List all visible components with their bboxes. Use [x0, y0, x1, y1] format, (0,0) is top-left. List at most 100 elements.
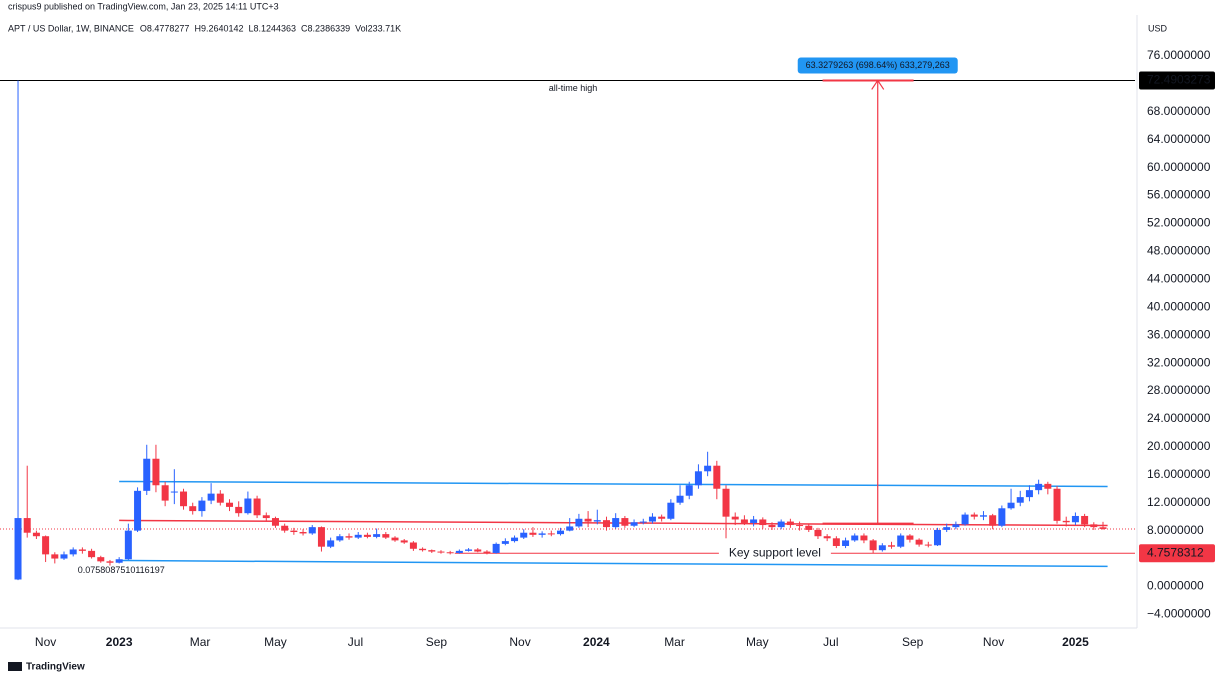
tv-logo [8, 662, 22, 671]
candle-body [1053, 488, 1061, 521]
symbol: APT / US Dollar, 1W, BINANCE [8, 23, 134, 33]
y-tick-label: 76.0000000 [1147, 48, 1211, 62]
y-tick-label: 64.0000000 [1147, 132, 1211, 146]
x-tick-label: Mar [190, 635, 211, 649]
candle-body [216, 493, 224, 503]
candle-body [547, 533, 555, 535]
candle-body [354, 534, 362, 538]
legend-label: C [301, 23, 308, 33]
candle-body [658, 516, 666, 519]
y-tick-label: 48.0000000 [1147, 244, 1211, 258]
candle-body [796, 525, 804, 527]
candle-body [1071, 515, 1079, 523]
ath-text: all-time high [549, 83, 598, 93]
candle-body [713, 465, 721, 489]
candle-body [290, 530, 298, 533]
candle-body [23, 518, 31, 533]
candle-body [575, 518, 583, 527]
candle-body [851, 535, 859, 541]
candle-body [483, 551, 491, 553]
candle-body [409, 542, 417, 549]
x-tick-label: Jul [348, 635, 363, 649]
candle-body [1062, 520, 1070, 523]
candle-body [465, 549, 473, 551]
y-tick-label: 8.0000000 [1147, 523, 1204, 537]
candle-body [115, 559, 123, 563]
legend-value: 9.2640142 [201, 23, 244, 33]
candle-body [345, 536, 353, 538]
candle-body [998, 508, 1006, 526]
y-tick-label: 36.0000000 [1147, 327, 1211, 341]
candle-body [520, 532, 528, 538]
x-tick-label: Sep [902, 635, 924, 649]
legend-value: 233.71K [368, 23, 402, 33]
candle-body [363, 534, 371, 537]
x-tick-label: Nov [509, 635, 530, 649]
candles [14, 80, 1107, 581]
x-tick-label: 2024 [583, 635, 610, 649]
y-tick-label: 0.0000000 [1147, 579, 1204, 593]
y-tick-label: 16.0000000 [1147, 467, 1211, 481]
x-tick-label: Mar [664, 635, 685, 649]
x-tick-label: Sep [426, 635, 448, 649]
candle-body [878, 545, 886, 551]
candle-body [768, 525, 776, 528]
candle-body [106, 561, 114, 563]
candle-body [152, 458, 160, 486]
candle-body [842, 540, 850, 546]
candle-body [262, 515, 270, 519]
candle-body [446, 552, 454, 554]
candle-body [373, 534, 381, 537]
candle-body [88, 550, 96, 558]
candle-body [538, 533, 546, 535]
candle-body [124, 530, 132, 560]
candle-body [253, 498, 261, 516]
candle-body [336, 536, 344, 541]
candle-body [602, 520, 610, 528]
candle-body [906, 535, 914, 540]
candle-body [621, 518, 629, 526]
candle-body [474, 549, 482, 552]
ath-price: 72.4903273 [1147, 73, 1211, 87]
candle-body [299, 532, 307, 534]
candle-body [888, 545, 896, 547]
x-tick-label: 2025 [1062, 635, 1089, 649]
candle-body [704, 465, 712, 472]
candle-body [1035, 483, 1043, 491]
channel-line [119, 559, 1108, 568]
candle-body [455, 550, 463, 553]
candle-body [78, 549, 86, 551]
candle-body [382, 534, 390, 538]
candle-body [722, 488, 730, 517]
arrow-head [871, 79, 885, 90]
low-label: 0.0758087510116197 [78, 565, 165, 575]
candle-body [933, 529, 941, 546]
candle-body [667, 502, 675, 519]
candle-body [327, 540, 335, 547]
candle-body [584, 518, 592, 522]
legend-value: 8.1244363 [254, 23, 297, 33]
candle-body [759, 519, 767, 526]
candle-body [952, 524, 960, 528]
candle-body [1081, 515, 1089, 525]
candle-body [391, 537, 399, 541]
candle-body [60, 554, 68, 559]
candle-body [612, 518, 620, 528]
legend-label: Vol [355, 23, 368, 33]
ath-price-bg [1139, 71, 1215, 90]
candle-body [1099, 527, 1107, 529]
x-tick-label: Nov [983, 635, 1004, 649]
candle-body [42, 536, 50, 555]
y-tick-label: 40.0000000 [1147, 299, 1211, 313]
y-tick-label: 24.0000000 [1147, 411, 1211, 425]
candle-body [207, 493, 215, 501]
support-price-bg [1139, 544, 1215, 563]
candle-body [639, 521, 647, 523]
candle-body [69, 549, 77, 555]
support-text-bg [718, 546, 831, 561]
candle-body [235, 506, 243, 514]
y-tick-label: 32.0000000 [1147, 355, 1211, 369]
candle-body [924, 544, 932, 546]
